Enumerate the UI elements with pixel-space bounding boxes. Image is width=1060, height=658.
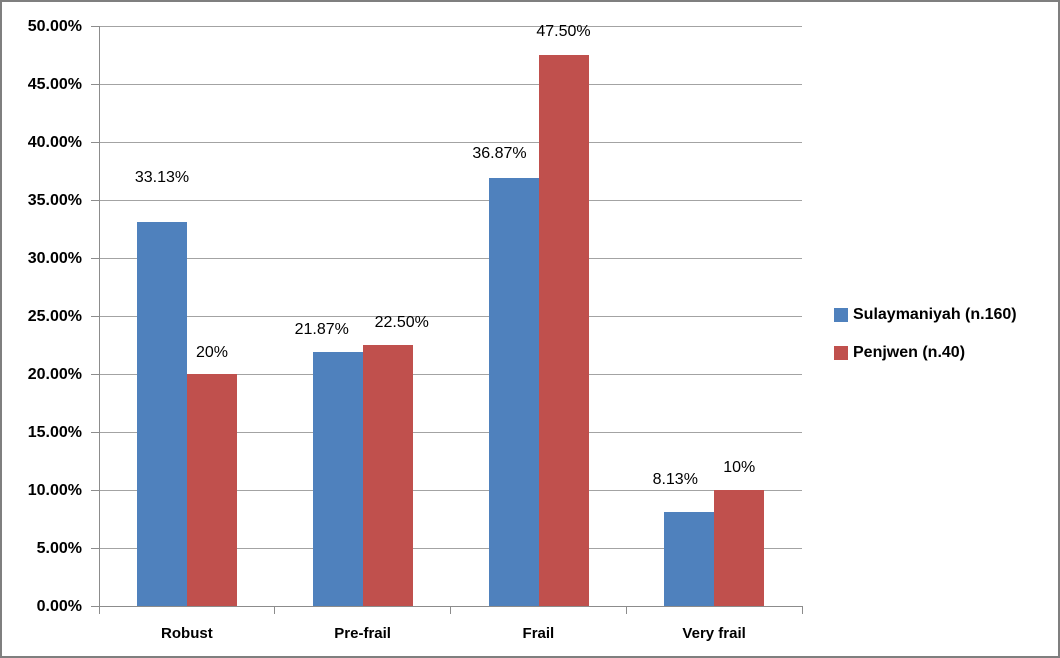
data-label-sulaymaniyah-very-frail: 8.13% (652, 470, 698, 488)
gridline (99, 489, 802, 491)
category-label-frail: Frail (522, 625, 555, 642)
data-label-penjwen-robust: 20% (195, 344, 229, 361)
bar-sulaymaniyah-robust (137, 221, 187, 606)
y-axis-tick (91, 257, 99, 259)
bar-sulaymaniyah-very-frail (664, 511, 715, 606)
y-axis-tick-label: 0.00% (36, 597, 82, 615)
y-axis-tick-label: 25.00% (27, 307, 82, 325)
legend-item-penjwen: Penjwen (n.40) (834, 343, 1017, 362)
category-label-pre-frail: Pre-frail (334, 625, 391, 642)
gridline (99, 257, 802, 259)
y-axis-tick-label: 45.00% (27, 75, 82, 93)
y-axis-tick-label: 40.00% (27, 133, 82, 151)
data-label-penjwen-pre-frail: 22.50% (374, 314, 429, 331)
y-axis-tick (91, 373, 99, 375)
legend-label: Penjwen (n.40) (853, 344, 966, 361)
data-label-sulaymaniyah-pre-frail: 21.87% (294, 321, 349, 339)
legend-swatch-icon (834, 307, 848, 322)
legend-item-sulaymaniyah: Sulaymaniyah (n.160) (834, 305, 1017, 324)
y-axis-tick-label: 15.00% (27, 423, 82, 441)
bar-penjwen-robust (187, 374, 237, 606)
y-axis-tick-label: 30.00% (27, 249, 82, 267)
y-axis-tick (91, 547, 99, 549)
y-axis-tick (91, 489, 99, 491)
legend: Sulaymaniyah (n.160) Penjwen (n.40) (834, 305, 1017, 362)
gridline (99, 141, 802, 143)
x-axis-tick (625, 606, 627, 614)
legend-swatch-icon (834, 345, 848, 360)
y-axis-tick-label: 5.00% (36, 539, 82, 557)
y-axis-tick-label: 35.00% (27, 191, 82, 209)
x-axis-tick (801, 606, 803, 614)
y-axis-tick (91, 315, 99, 317)
x-axis-tick (274, 606, 276, 614)
bar-penjwen-frail (538, 55, 589, 606)
gridline (99, 547, 802, 549)
y-axis-tick (91, 25, 99, 27)
x-axis-tick (98, 606, 100, 614)
y-axis-tick (91, 431, 99, 433)
data-label-penjwen-frail: 47.50% (536, 23, 591, 40)
gridline (99, 199, 802, 201)
data-label-sulaymaniyah-frail: 36.87% (472, 145, 527, 163)
x-axis-tick (450, 606, 451, 614)
bar-sulaymaniyah-frail (488, 178, 539, 606)
data-label-penjwen-very-frail: 10% (723, 459, 756, 476)
legend-label: Sulaymaniyah (n.160) (853, 306, 1017, 323)
y-axis-tick-label: 10.00% (27, 481, 82, 499)
gridline (99, 373, 802, 375)
bar-penjwen-pre-frail (362, 345, 413, 606)
y-axis-tick (91, 605, 99, 607)
bar-penjwen-very-frail (714, 490, 765, 606)
gridline (99, 315, 802, 317)
gridline (99, 83, 802, 85)
gridline (99, 25, 802, 27)
y-axis-tick (91, 199, 99, 201)
category-label-robust: Robust (161, 625, 213, 642)
bar-sulaymaniyah-pre-frail (312, 352, 363, 606)
gridline (99, 431, 802, 433)
y-axis-tick-label: 20.00% (27, 365, 82, 383)
category-label-very-frail: Very frail (682, 625, 746, 642)
data-label-sulaymaniyah-robust: 33.13% (134, 168, 190, 186)
y-axis-tick (91, 141, 99, 143)
y-axis-line (98, 26, 100, 606)
y-axis-tick-label: 50.00% (27, 17, 82, 35)
y-axis-tick (91, 83, 99, 85)
